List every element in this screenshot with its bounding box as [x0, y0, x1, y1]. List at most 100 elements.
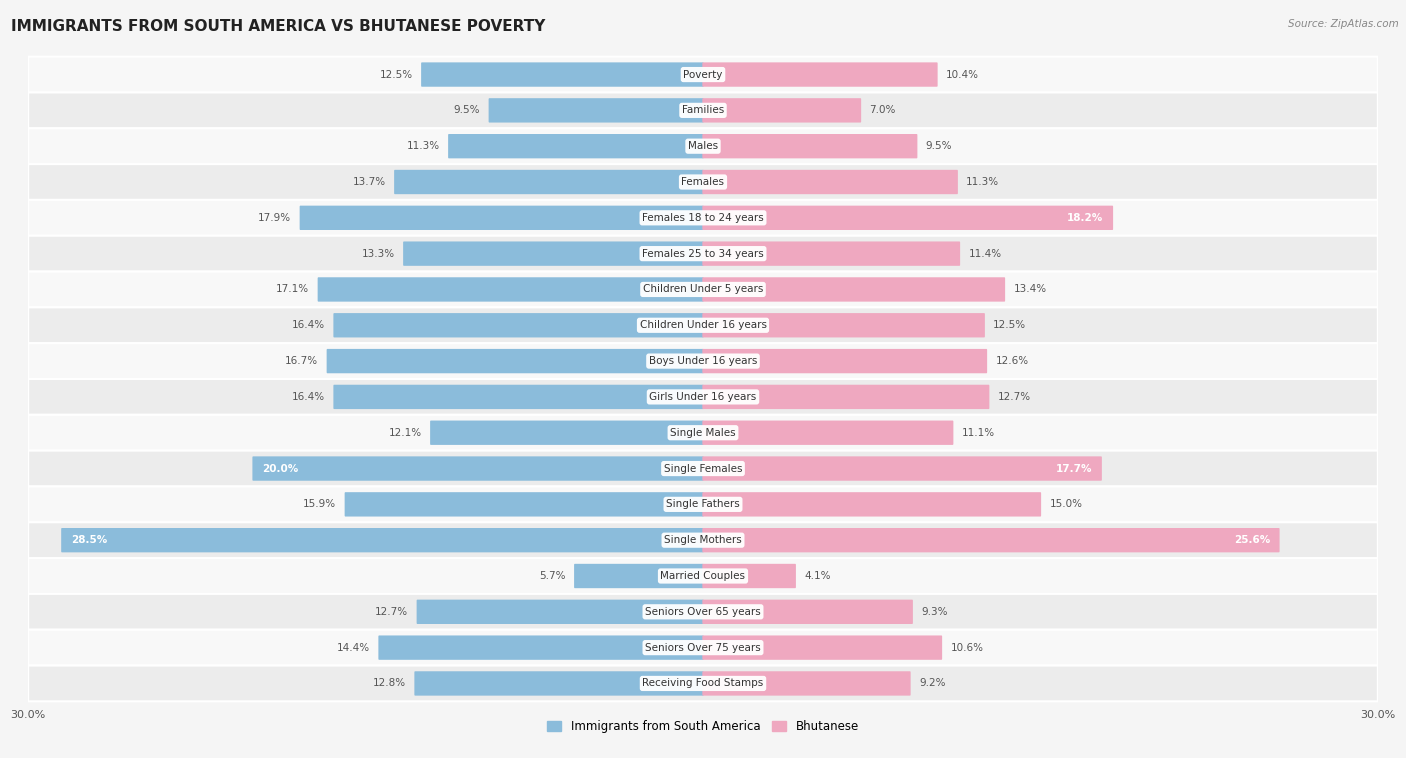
Text: 17.7%: 17.7%	[1056, 464, 1092, 474]
FancyBboxPatch shape	[703, 313, 984, 337]
FancyBboxPatch shape	[318, 277, 703, 302]
Text: Single Mothers: Single Mothers	[664, 535, 742, 545]
FancyBboxPatch shape	[703, 421, 953, 445]
FancyBboxPatch shape	[703, 564, 796, 588]
FancyBboxPatch shape	[326, 349, 703, 373]
Text: 16.4%: 16.4%	[292, 392, 325, 402]
Text: 11.4%: 11.4%	[969, 249, 1001, 258]
FancyBboxPatch shape	[703, 205, 1114, 230]
FancyBboxPatch shape	[703, 600, 912, 624]
Legend: Immigrants from South America, Bhutanese: Immigrants from South America, Bhutanese	[543, 716, 863, 738]
Text: 9.5%: 9.5%	[454, 105, 481, 115]
Text: Single Fathers: Single Fathers	[666, 500, 740, 509]
Text: Families: Families	[682, 105, 724, 115]
Text: Females 25 to 34 years: Females 25 to 34 years	[643, 249, 763, 258]
Text: 25.6%: 25.6%	[1233, 535, 1270, 545]
Text: Females: Females	[682, 177, 724, 187]
Text: Married Couples: Married Couples	[661, 571, 745, 581]
FancyBboxPatch shape	[415, 672, 703, 696]
FancyBboxPatch shape	[449, 134, 703, 158]
Text: 13.3%: 13.3%	[361, 249, 395, 258]
FancyBboxPatch shape	[703, 62, 938, 86]
FancyBboxPatch shape	[333, 385, 703, 409]
Text: 12.7%: 12.7%	[375, 607, 408, 617]
Text: 12.5%: 12.5%	[993, 321, 1026, 330]
FancyBboxPatch shape	[28, 630, 1378, 666]
Text: Seniors Over 65 years: Seniors Over 65 years	[645, 607, 761, 617]
FancyBboxPatch shape	[703, 672, 911, 696]
FancyBboxPatch shape	[62, 528, 703, 553]
FancyBboxPatch shape	[703, 456, 1102, 481]
FancyBboxPatch shape	[28, 343, 1378, 379]
FancyBboxPatch shape	[703, 277, 1005, 302]
Text: 17.1%: 17.1%	[276, 284, 309, 294]
Text: Poverty: Poverty	[683, 70, 723, 80]
Text: 12.6%: 12.6%	[995, 356, 1029, 366]
FancyBboxPatch shape	[703, 242, 960, 266]
FancyBboxPatch shape	[28, 666, 1378, 701]
FancyBboxPatch shape	[422, 62, 703, 86]
FancyBboxPatch shape	[28, 128, 1378, 164]
FancyBboxPatch shape	[28, 200, 1378, 236]
Text: 15.0%: 15.0%	[1049, 500, 1083, 509]
FancyBboxPatch shape	[28, 487, 1378, 522]
FancyBboxPatch shape	[299, 205, 703, 230]
Text: 12.8%: 12.8%	[373, 678, 406, 688]
FancyBboxPatch shape	[703, 170, 957, 194]
FancyBboxPatch shape	[344, 492, 703, 516]
FancyBboxPatch shape	[28, 236, 1378, 271]
FancyBboxPatch shape	[28, 379, 1378, 415]
FancyBboxPatch shape	[703, 528, 1279, 553]
Text: 9.2%: 9.2%	[920, 678, 945, 688]
Text: IMMIGRANTS FROM SOUTH AMERICA VS BHUTANESE POVERTY: IMMIGRANTS FROM SOUTH AMERICA VS BHUTANE…	[11, 19, 546, 34]
Text: 13.4%: 13.4%	[1014, 284, 1046, 294]
FancyBboxPatch shape	[28, 307, 1378, 343]
Text: Single Females: Single Females	[664, 464, 742, 474]
Text: 11.3%: 11.3%	[966, 177, 1000, 187]
FancyBboxPatch shape	[489, 99, 703, 123]
FancyBboxPatch shape	[253, 456, 703, 481]
Text: 7.0%: 7.0%	[869, 105, 896, 115]
Text: 17.9%: 17.9%	[259, 213, 291, 223]
Text: 13.7%: 13.7%	[353, 177, 385, 187]
FancyBboxPatch shape	[703, 385, 990, 409]
Text: Source: ZipAtlas.com: Source: ZipAtlas.com	[1288, 19, 1399, 29]
Text: Girls Under 16 years: Girls Under 16 years	[650, 392, 756, 402]
FancyBboxPatch shape	[333, 313, 703, 337]
FancyBboxPatch shape	[28, 164, 1378, 200]
Text: 20.0%: 20.0%	[262, 464, 298, 474]
Text: 11.3%: 11.3%	[406, 141, 440, 151]
FancyBboxPatch shape	[28, 415, 1378, 451]
FancyBboxPatch shape	[703, 349, 987, 373]
Text: Children Under 5 years: Children Under 5 years	[643, 284, 763, 294]
Text: 9.3%: 9.3%	[921, 607, 948, 617]
FancyBboxPatch shape	[28, 451, 1378, 487]
FancyBboxPatch shape	[574, 564, 703, 588]
Text: 12.5%: 12.5%	[380, 70, 413, 80]
Text: Seniors Over 75 years: Seniors Over 75 years	[645, 643, 761, 653]
FancyBboxPatch shape	[416, 600, 703, 624]
Text: 9.5%: 9.5%	[925, 141, 952, 151]
Text: 12.1%: 12.1%	[388, 428, 422, 437]
Text: 14.4%: 14.4%	[337, 643, 370, 653]
FancyBboxPatch shape	[703, 492, 1040, 516]
Text: 4.1%: 4.1%	[804, 571, 831, 581]
FancyBboxPatch shape	[430, 421, 703, 445]
FancyBboxPatch shape	[404, 242, 703, 266]
FancyBboxPatch shape	[28, 271, 1378, 307]
FancyBboxPatch shape	[703, 99, 860, 123]
FancyBboxPatch shape	[28, 558, 1378, 594]
FancyBboxPatch shape	[28, 57, 1378, 92]
FancyBboxPatch shape	[394, 170, 703, 194]
FancyBboxPatch shape	[378, 635, 703, 659]
Text: 10.6%: 10.6%	[950, 643, 983, 653]
Text: Females 18 to 24 years: Females 18 to 24 years	[643, 213, 763, 223]
FancyBboxPatch shape	[703, 134, 917, 158]
Text: Boys Under 16 years: Boys Under 16 years	[648, 356, 758, 366]
FancyBboxPatch shape	[703, 635, 942, 659]
Text: 5.7%: 5.7%	[540, 571, 565, 581]
FancyBboxPatch shape	[28, 92, 1378, 128]
Text: 28.5%: 28.5%	[70, 535, 107, 545]
Text: 16.7%: 16.7%	[285, 356, 318, 366]
FancyBboxPatch shape	[28, 594, 1378, 630]
